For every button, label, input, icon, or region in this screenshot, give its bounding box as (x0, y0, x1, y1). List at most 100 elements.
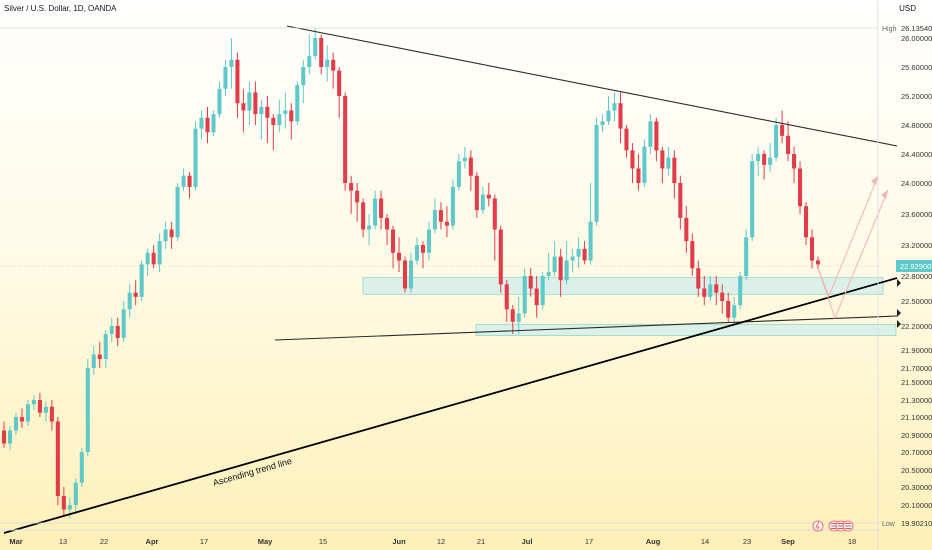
price-tick-label: 21.30000 (901, 396, 932, 405)
candle-body (127, 292, 132, 310)
candle-body (49, 406, 54, 422)
candle-body (462, 157, 467, 162)
low-label: Low (882, 521, 896, 528)
price-tick-label: 20.50000 (901, 466, 932, 475)
candle-body (181, 175, 186, 187)
candle-body (726, 301, 731, 318)
candle-body (349, 183, 354, 191)
candle-body (552, 256, 557, 273)
candle-body (624, 128, 629, 151)
candle-body (151, 252, 156, 265)
lower-horizontal-line (274, 315, 898, 341)
candle-body (211, 114, 216, 133)
time-tick-label: Sep (781, 537, 795, 546)
time-tick-label: 23 (743, 537, 751, 546)
price-tick-label: 25.20000 (901, 92, 932, 101)
flag-stripe (831, 528, 837, 529)
candle-body (253, 92, 258, 115)
price-tick-label: 22.50000 (901, 297, 932, 306)
chart-title: Silver / U.S. Dollar, 1D, OANDA (4, 4, 117, 13)
candle-body (73, 482, 78, 505)
high-label: High (882, 26, 897, 33)
candle-body (456, 161, 461, 187)
candle-body (199, 117, 204, 129)
candle-body (780, 125, 785, 136)
candle-body (588, 221, 593, 261)
candle-body (157, 241, 162, 265)
candle-body (534, 288, 539, 306)
candle-body (774, 125, 779, 158)
marker-3 (897, 320, 901, 328)
candle-body (432, 210, 437, 230)
candle-body (438, 210, 443, 222)
candle-body (367, 225, 372, 230)
candle-body (265, 106, 270, 118)
candle-body (301, 67, 306, 86)
price-tick-label: 21.50000 (901, 378, 932, 387)
candle-body (139, 264, 144, 297)
time-tick-label: 22 (100, 537, 108, 546)
candle-body (600, 121, 605, 125)
time-tick-label: 12 (437, 537, 445, 546)
flag-stripe (838, 528, 844, 529)
candle-body (343, 96, 348, 183)
candle-body (396, 252, 402, 261)
candle-body (792, 154, 797, 169)
price-tick-label: 22.20000 (901, 322, 932, 331)
candle-body (510, 309, 515, 322)
currency-label: USD (899, 4, 916, 13)
candle-body (408, 260, 414, 289)
candle-body (498, 229, 503, 285)
candle-body (576, 248, 581, 257)
candle-body (79, 452, 84, 483)
candle-body (756, 154, 761, 162)
candle-body (361, 202, 366, 230)
candle-body (516, 313, 521, 322)
candle-body (564, 260, 569, 281)
candle-body (385, 217, 390, 230)
candle-body (714, 284, 719, 293)
candle-body (684, 217, 689, 242)
candle-body (803, 206, 809, 238)
candle-body (121, 309, 126, 338)
candle-body (654, 121, 659, 151)
candle-body (402, 260, 408, 289)
candle-body (355, 190, 360, 203)
candle-body (205, 117, 210, 133)
candle-body (55, 421, 60, 496)
candle-body (468, 157, 473, 176)
candle-body (67, 505, 72, 510)
time-tick-label: 17 (200, 537, 208, 546)
lightning-icon[interactable] (812, 520, 824, 532)
candle-body (768, 157, 773, 165)
candle-body (606, 110, 611, 122)
candle-body (187, 175, 192, 187)
time-tick-label: Apr (146, 537, 159, 546)
candle-body (480, 194, 485, 211)
price-tick-label: 21.90000 (901, 346, 932, 355)
projection-arrowhead-1 (871, 176, 878, 185)
candle-body (175, 186, 180, 238)
candle-body (379, 198, 384, 218)
candle-body (391, 229, 396, 253)
price-tick-label: 24.40000 (901, 150, 932, 159)
time-tick-label: 13 (59, 537, 67, 546)
price-tick-label: 21.70000 (901, 364, 932, 373)
time-tick-label: 17 (585, 537, 593, 546)
candle-body (223, 67, 228, 89)
candle-body (373, 198, 378, 226)
price-tick-label: 26.00000 (901, 34, 932, 43)
candle-body (690, 241, 695, 269)
flag-stripe (838, 523, 844, 524)
candle-body (1, 430, 7, 444)
candle-body (420, 245, 426, 253)
candle-body (762, 154, 767, 165)
candle-body (648, 121, 653, 147)
candle-body (672, 157, 677, 183)
candle-body (271, 117, 276, 125)
candle-body (37, 400, 42, 413)
candle-body (582, 248, 587, 261)
candle-body (744, 237, 749, 276)
